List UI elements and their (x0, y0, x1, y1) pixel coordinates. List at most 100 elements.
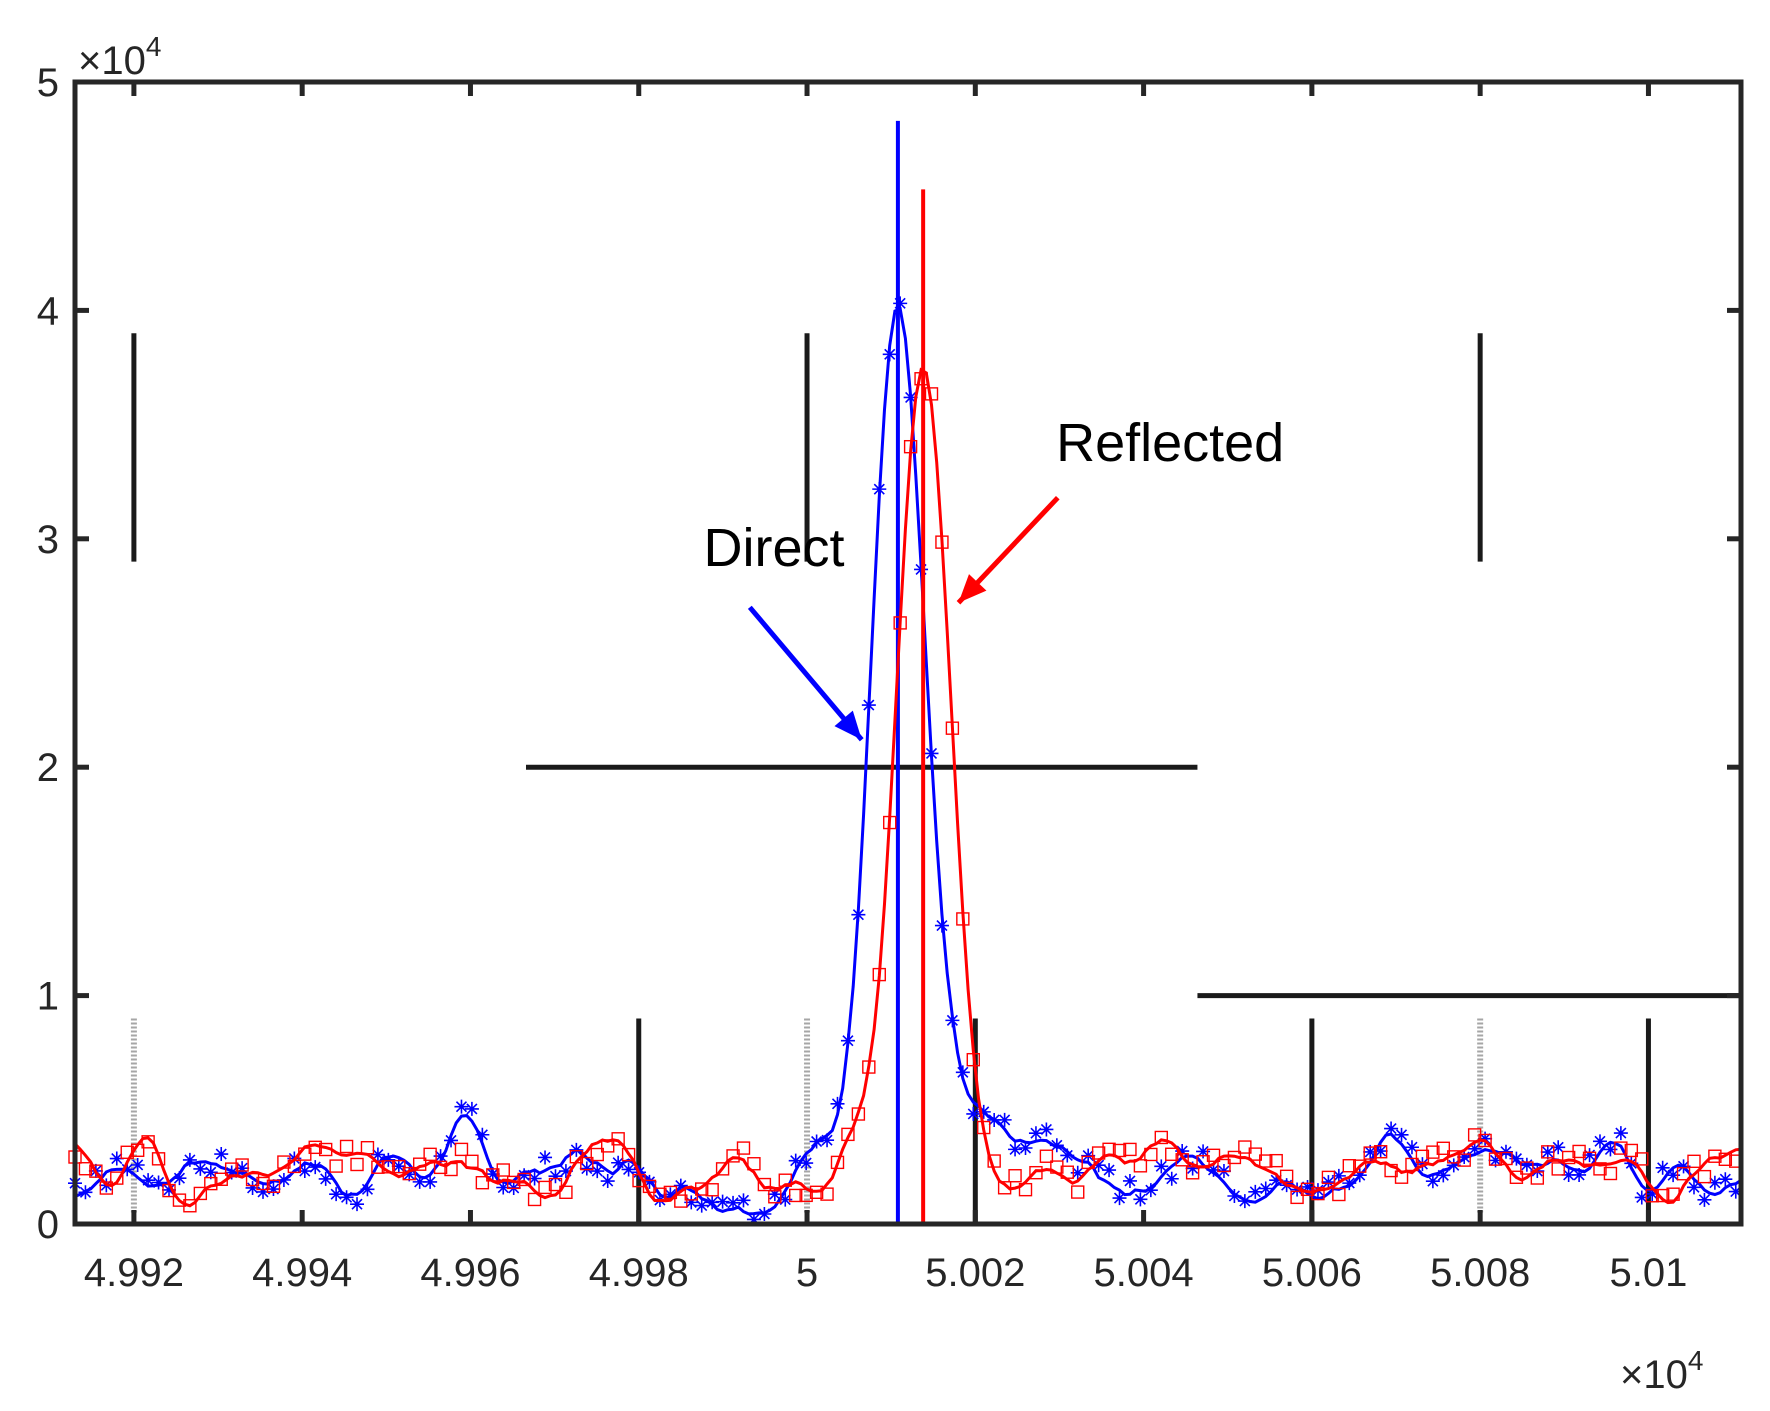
marker-direct-150 (851, 907, 866, 922)
marker-reflected-144 (820, 1187, 834, 1201)
marker-direct-94 (558, 1164, 573, 1179)
marker-reflected-312 (1697, 1169, 1712, 1184)
marker-direct-278 (1519, 1157, 1534, 1172)
marker-reflected-242 (1332, 1187, 1346, 1202)
marker-direct-196 (1091, 1158, 1106, 1173)
marker-direct-188 (1049, 1138, 1064, 1153)
marker-direct-106 (621, 1162, 636, 1177)
marker-direct-128 (736, 1193, 751, 1208)
marker-direct-64 (402, 1167, 417, 1182)
marker-reflected-168 (945, 721, 960, 735)
marker-direct-248 (1363, 1144, 1378, 1159)
x-tick-label-6: 5.004 (1094, 1251, 1194, 1295)
marker-reflected-272 (1488, 1152, 1503, 1166)
marker-reflected-36 (256, 1176, 270, 1191)
marker-direct-254 (1394, 1127, 1409, 1142)
marker-direct-148 (840, 1033, 855, 1048)
marker-reflected-10 (120, 1145, 134, 1159)
marker-direct-16 (151, 1175, 166, 1190)
marker-reflected-188 (1050, 1160, 1064, 1174)
marker-reflected-236 (1300, 1182, 1315, 1197)
marker-direct-118 (684, 1195, 699, 1210)
marker-direct-178 (997, 1112, 1012, 1127)
marker-direct-206 (1143, 1183, 1158, 1198)
marker-direct-316 (1718, 1172, 1733, 1187)
marker-direct-2 (78, 1185, 93, 1200)
marker-reflected-244 (1342, 1159, 1357, 1173)
marker-reflected-308 (1676, 1167, 1691, 1181)
marker-direct-142 (809, 1134, 824, 1149)
y-tick-label-3: 3 (37, 518, 59, 562)
marker-direct-250 (1373, 1144, 1388, 1159)
marker-direct-184 (1028, 1126, 1043, 1141)
marker-reflected-156 (883, 815, 897, 830)
marker-reflected-28 (214, 1172, 228, 1186)
marker-direct-116 (673, 1178, 688, 1193)
marker-direct-200 (1112, 1191, 1127, 1206)
y-tick-label-2: 2 (37, 746, 59, 790)
marker-reflected-18 (162, 1183, 176, 1198)
marker-reflected-140 (799, 1188, 813, 1203)
marker-reflected-220 (1217, 1158, 1231, 1173)
marker-reflected-174 (977, 1120, 991, 1135)
marker-direct-244 (1342, 1176, 1357, 1191)
marker-direct-290 (1582, 1148, 1597, 1163)
marker-direct-282 (1540, 1145, 1555, 1160)
marker-direct-264 (1446, 1158, 1461, 1173)
marker-reflected-222 (1227, 1150, 1242, 1165)
marker-reflected-132 (757, 1177, 772, 1192)
marker-direct-252 (1384, 1121, 1399, 1136)
x-tick-label-7: 5.006 (1262, 1251, 1362, 1295)
marker-direct-216 (1196, 1144, 1211, 1159)
marker-reflected-96 (569, 1150, 584, 1164)
marker-direct-98 (579, 1161, 594, 1176)
x-tick-label-9: 5.01 (1610, 1251, 1688, 1295)
marker-reflected-24 (193, 1186, 208, 1201)
marker-direct-226 (1248, 1184, 1263, 1199)
marker-reflected-16 (151, 1152, 166, 1166)
marker-direct-204 (1133, 1192, 1148, 1207)
marker-reflected-138 (789, 1188, 803, 1203)
marker-reflected-88 (527, 1192, 542, 1207)
marker-reflected-234 (1290, 1190, 1304, 1205)
marker-reflected-206 (1144, 1147, 1158, 1162)
marker-reflected-52 (339, 1139, 354, 1154)
marker-direct-268 (1467, 1141, 1482, 1156)
marker-direct-286 (1561, 1167, 1576, 1182)
marker-direct-138 (788, 1153, 803, 1168)
marker-direct-296 (1613, 1126, 1628, 1141)
marker-direct-104 (611, 1155, 626, 1170)
marker-reflected-92 (548, 1177, 563, 1192)
marker-reflected-152 (862, 1060, 876, 1074)
marker-direct-62 (391, 1159, 406, 1174)
marker-reflected-190 (1060, 1165, 1074, 1179)
marker-direct-80 (485, 1167, 500, 1182)
marker-reflected-98 (580, 1156, 594, 1171)
marker-direct-12 (130, 1157, 145, 1172)
marker-direct-120 (694, 1198, 709, 1213)
marker-direct-92 (548, 1169, 563, 1184)
marker-direct-306 (1666, 1168, 1681, 1183)
marker-direct-158 (893, 296, 908, 311)
marker-direct-240 (1321, 1175, 1336, 1190)
marker-direct-76 (464, 1101, 479, 1116)
marker-direct-134 (767, 1187, 782, 1202)
marker-direct-70 (433, 1149, 448, 1164)
y-tick-label-4: 4 (37, 289, 59, 333)
marker-direct-26 (203, 1165, 218, 1180)
marker-direct-170 (955, 1065, 970, 1080)
marker-direct-242 (1331, 1168, 1346, 1183)
marker-reflected-310 (1687, 1154, 1701, 1169)
marker-reflected-56 (360, 1140, 375, 1155)
marker-reflected-304 (1655, 1188, 1670, 1203)
marker-reflected-282 (1541, 1145, 1555, 1159)
marker-reflected-40 (277, 1155, 291, 1169)
marker-reflected-118 (684, 1187, 698, 1201)
marker-reflected-196 (1091, 1146, 1106, 1160)
marker-reflected-38 (266, 1179, 281, 1193)
marker-reflected-208 (1154, 1130, 1168, 1145)
marker-direct-102 (600, 1174, 615, 1189)
marker-direct-246 (1352, 1168, 1367, 1183)
marker-reflected-290 (1582, 1151, 1597, 1165)
marker-reflected-302 (1645, 1189, 1659, 1203)
